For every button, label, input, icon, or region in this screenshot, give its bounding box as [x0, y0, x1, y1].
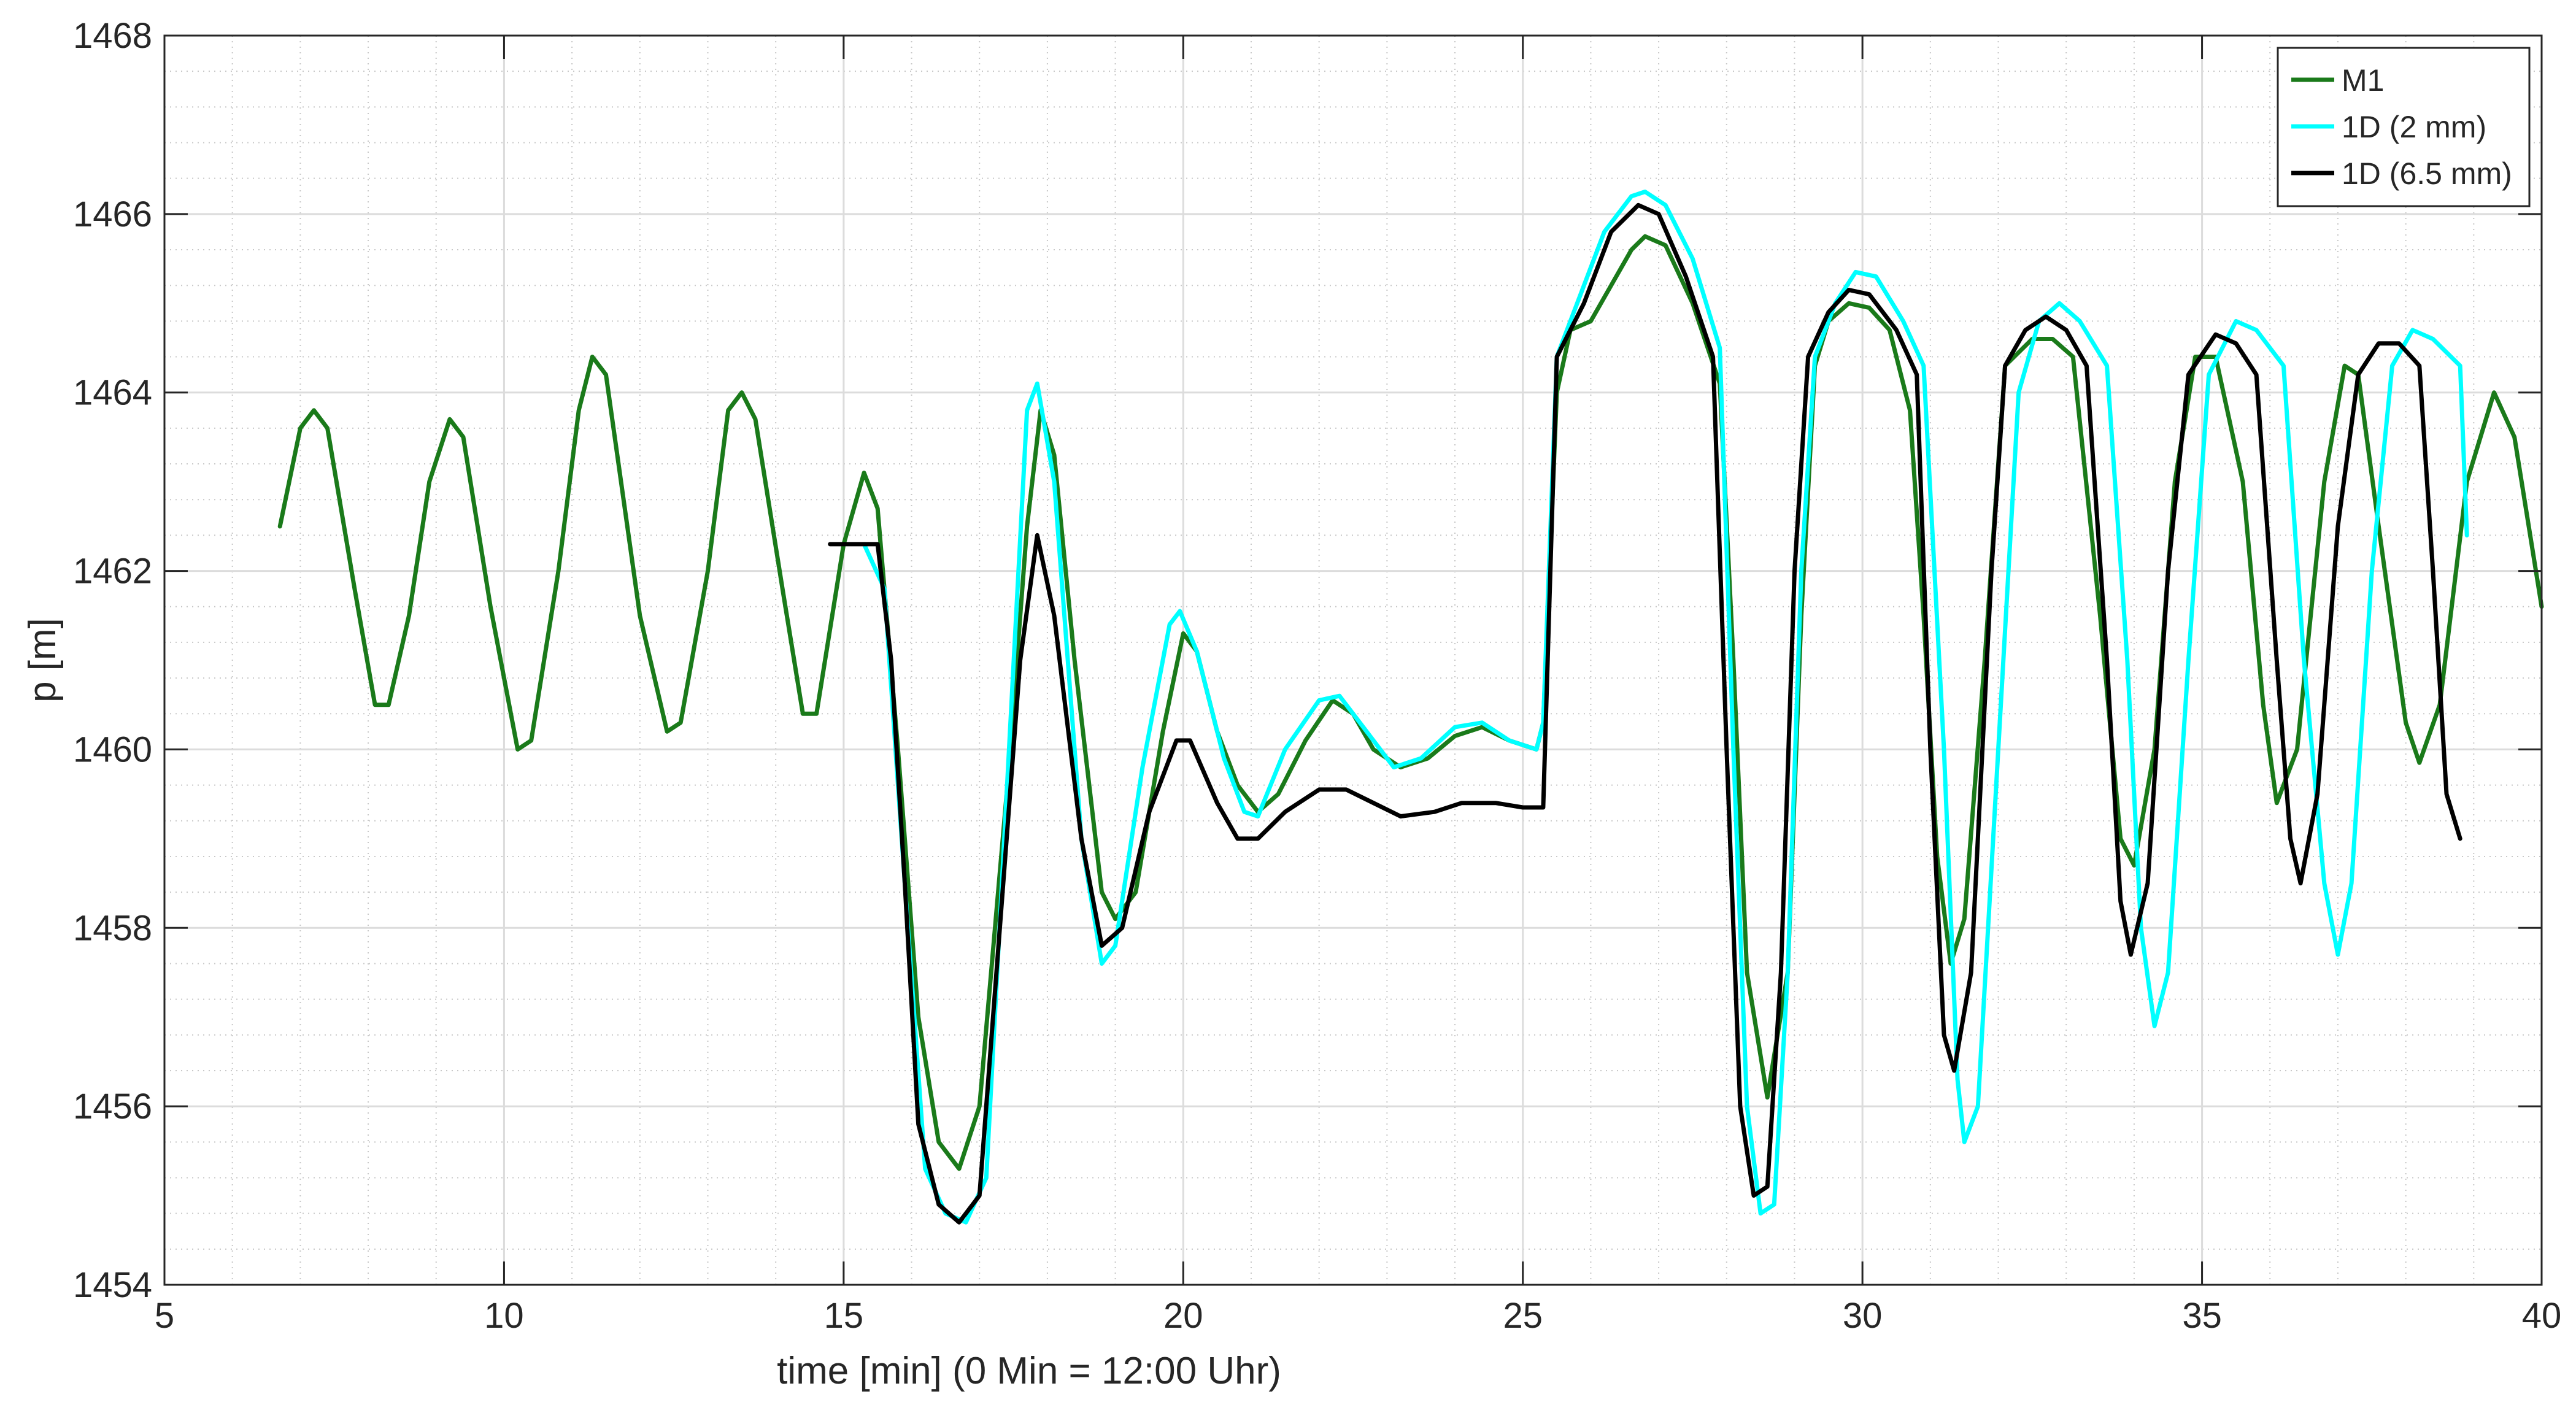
- legend-label-2: 1D (2 mm): [2342, 110, 2486, 144]
- y-tick-label: 1458: [73, 908, 152, 948]
- x-tick-label: 35: [2182, 1296, 2222, 1336]
- x-tick-label: 10: [484, 1296, 524, 1336]
- y-tick-label: 1466: [73, 194, 152, 234]
- y-tick-label: 1464: [73, 373, 152, 413]
- y-axis-label: p [m]: [21, 618, 64, 703]
- x-tick-label: 5: [155, 1296, 174, 1336]
- x-tick-label: 15: [824, 1296, 864, 1336]
- x-tick-label: 25: [1503, 1296, 1543, 1336]
- series-line-1: [277, 234, 2544, 1171]
- y-axis: 1454 1456 1458 1460 1462 1464 1466 1468: [73, 16, 2542, 1305]
- plot-background: [164, 36, 2542, 1285]
- x-tick-label: 20: [1163, 1296, 1203, 1336]
- y-tick-label: 1460: [73, 730, 152, 769]
- x-tick-label: 40: [2522, 1296, 2562, 1336]
- legend-label-1: M1: [2342, 63, 2384, 98]
- x-tick-label: 30: [1843, 1296, 1883, 1336]
- y-tick-label: 1462: [73, 552, 152, 591]
- plot-frame: [163, 34, 2543, 1286]
- y-tick-label: 1468: [73, 16, 152, 56]
- y-tick-label: 1456: [73, 1087, 152, 1126]
- series-line-2: [862, 190, 2469, 1225]
- y-tick-label: 1454: [73, 1265, 152, 1305]
- x-axis: 5 10 15 20 25 30 35 40: [155, 36, 2561, 1336]
- legend: M1 1D (2 mm) 1D (6.5 mm): [2277, 47, 2531, 207]
- series-line-3: [828, 202, 2462, 1225]
- legend-label-3: 1D (6.5 mm): [2342, 156, 2512, 191]
- series-layer: [277, 190, 2544, 1225]
- x-axis-label: time [min] (0 Min = 12:00 Uhr): [777, 1350, 1281, 1392]
